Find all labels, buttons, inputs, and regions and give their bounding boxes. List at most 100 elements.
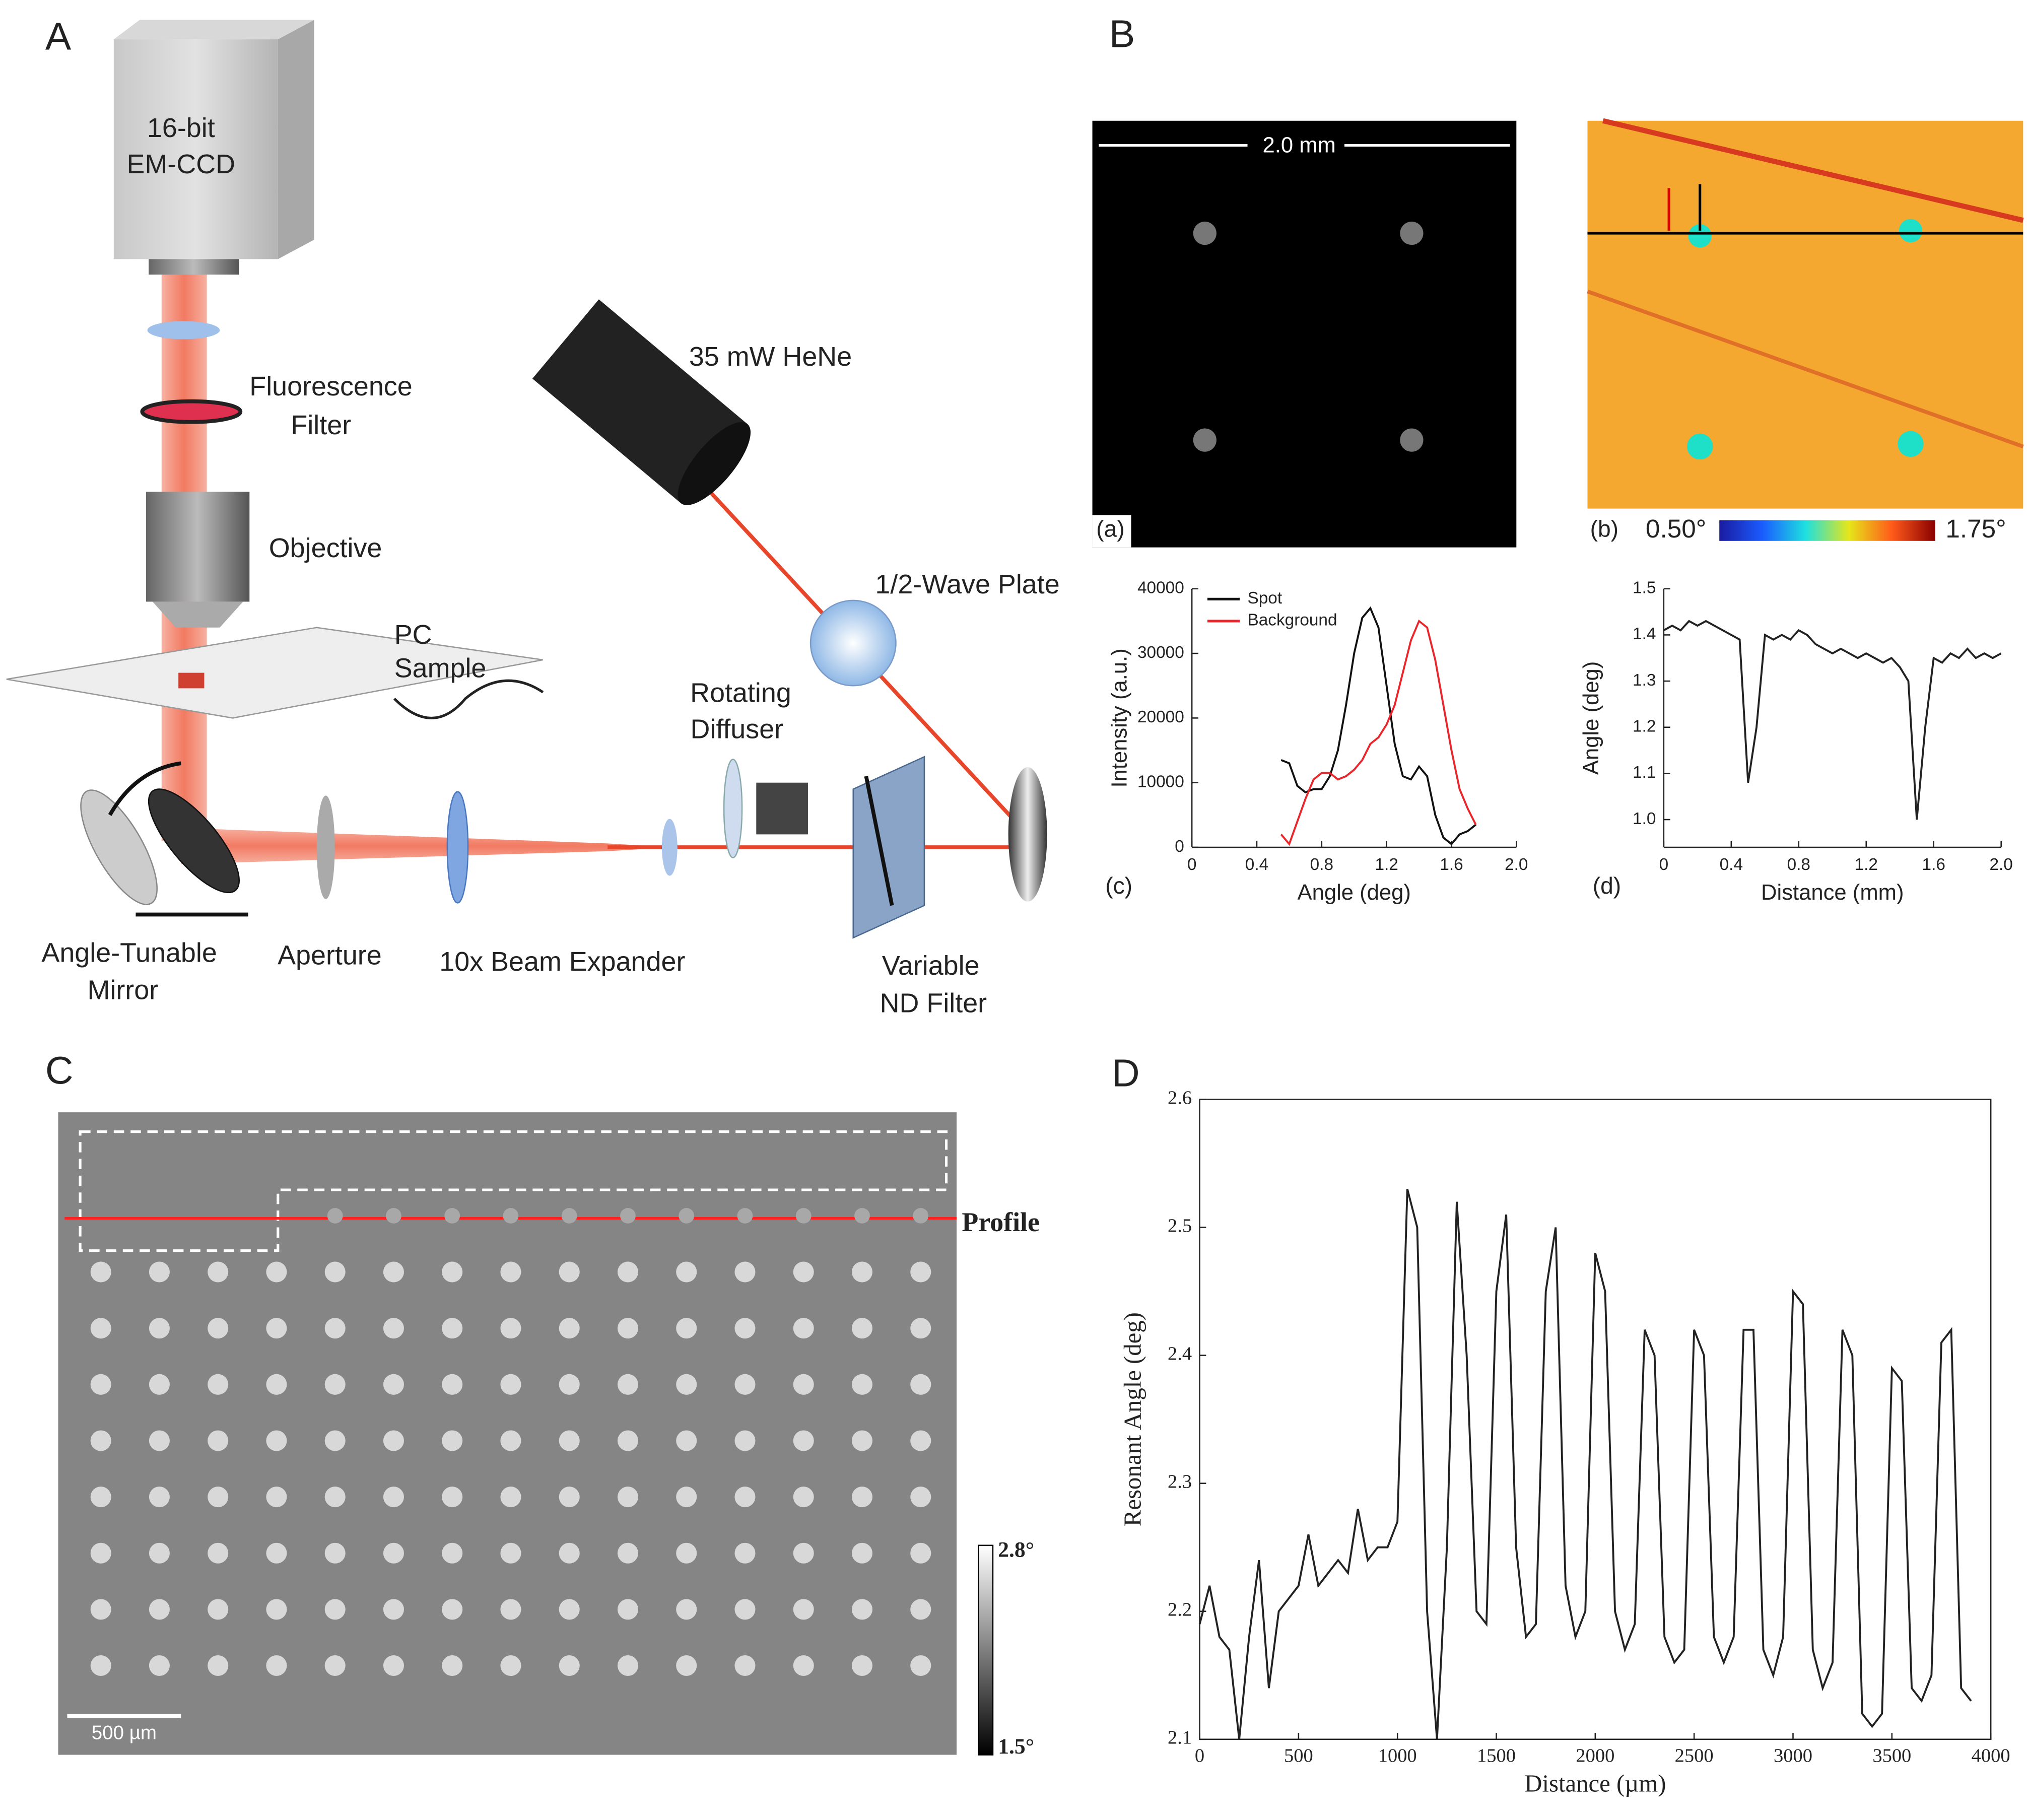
spot bbox=[851, 1542, 873, 1564]
spot bbox=[734, 1655, 756, 1676]
spot bbox=[266, 1430, 287, 1451]
spot bbox=[149, 1542, 170, 1564]
x-tick-label: 0.4 bbox=[1720, 855, 1743, 874]
sample-spots bbox=[178, 672, 205, 689]
spot bbox=[617, 1487, 638, 1508]
spot bbox=[90, 1318, 111, 1339]
spot bbox=[383, 1261, 404, 1283]
y-axis-label: Resonant Angle (deg) bbox=[1119, 1312, 1146, 1526]
image-a bbox=[1092, 120, 1517, 548]
spot bbox=[617, 1599, 638, 1620]
x-tick-label: 0.4 bbox=[1245, 855, 1268, 874]
spot bbox=[910, 1487, 931, 1508]
spot bbox=[910, 1542, 931, 1564]
spot bbox=[208, 1374, 229, 1395]
spot bbox=[559, 1655, 580, 1676]
diagram-label: 35 mW HeNe bbox=[689, 342, 852, 372]
spot bbox=[324, 1318, 346, 1339]
spot bbox=[851, 1430, 873, 1451]
spot bbox=[324, 1374, 346, 1395]
spot bbox=[1687, 433, 1713, 460]
spot bbox=[617, 1542, 638, 1564]
x-tick-label: 0.8 bbox=[1787, 855, 1810, 874]
diagram-label: Variable bbox=[882, 951, 980, 981]
x-tick-label: 2000 bbox=[1576, 1745, 1614, 1767]
diagram-label: ND Filter bbox=[880, 988, 987, 1018]
mirror bbox=[80, 789, 158, 905]
x-tick-label: 1.2 bbox=[1375, 855, 1398, 874]
spot bbox=[208, 1261, 229, 1283]
spot bbox=[851, 1599, 873, 1620]
spot bbox=[734, 1599, 756, 1620]
spot bbox=[500, 1599, 521, 1620]
data-line bbox=[1280, 606, 1476, 846]
diagram-label: Angle-Tunable bbox=[41, 937, 217, 968]
spot bbox=[617, 1261, 638, 1283]
spot bbox=[617, 1374, 638, 1395]
spot bbox=[1193, 428, 1217, 452]
spot bbox=[676, 1430, 697, 1451]
spot bbox=[910, 1261, 931, 1283]
motor bbox=[756, 782, 808, 835]
spot bbox=[266, 1374, 287, 1395]
x-tick-label: 0.8 bbox=[1310, 855, 1333, 874]
spot bbox=[442, 1318, 463, 1339]
x-tick-label: 500 bbox=[1284, 1745, 1313, 1767]
spot bbox=[793, 1655, 814, 1676]
spot bbox=[910, 1318, 931, 1339]
spot bbox=[617, 1430, 638, 1451]
expanded-beam bbox=[181, 828, 672, 864]
x-tick-label: 2500 bbox=[1675, 1745, 1714, 1767]
spot bbox=[208, 1318, 229, 1339]
colorbar-label: 0.50° bbox=[1646, 514, 1706, 543]
spot bbox=[149, 1655, 170, 1676]
image-label: (b) bbox=[1590, 515, 1618, 542]
x-tick-label: 1000 bbox=[1378, 1745, 1417, 1767]
spot bbox=[324, 1542, 346, 1564]
spot bbox=[913, 1208, 929, 1224]
wave-plate bbox=[809, 599, 897, 687]
spot bbox=[617, 1318, 638, 1339]
diagram-label: Filter bbox=[291, 410, 351, 440]
y-tick-label: 10000 bbox=[1137, 773, 1184, 791]
diagram-label: Fluorescence bbox=[249, 371, 412, 401]
spot bbox=[500, 1374, 521, 1395]
spot bbox=[1193, 221, 1217, 245]
spot bbox=[617, 1655, 638, 1676]
spot bbox=[324, 1599, 346, 1620]
x-tick-label: 0 bbox=[1195, 1745, 1204, 1767]
y-tick-label: 1.4 bbox=[1633, 625, 1656, 643]
spot bbox=[266, 1542, 287, 1564]
image-c bbox=[58, 1112, 994, 1756]
y-axis-label: Angle (deg) bbox=[1579, 661, 1603, 775]
spot bbox=[442, 1599, 463, 1620]
spot bbox=[559, 1430, 580, 1451]
mirror bbox=[148, 788, 240, 894]
y-tick-label: 20000 bbox=[1137, 708, 1184, 726]
y-tick-label: 30000 bbox=[1137, 643, 1184, 662]
scale-label: 500 µm bbox=[92, 1722, 157, 1744]
x-tick-label: 1500 bbox=[1477, 1745, 1516, 1767]
spot bbox=[383, 1487, 404, 1508]
y-tick-label: 2.2 bbox=[1168, 1599, 1192, 1621]
spot bbox=[559, 1487, 580, 1508]
spot bbox=[910, 1374, 931, 1395]
camera-top bbox=[113, 20, 314, 40]
legend-label: Background bbox=[1248, 611, 1337, 630]
colorbar bbox=[1719, 520, 1935, 541]
spot bbox=[266, 1599, 287, 1620]
rotation-arrow bbox=[108, 761, 181, 816]
chart-label: (d) bbox=[1593, 872, 1621, 899]
y-tick-label: 0 bbox=[1175, 837, 1184, 856]
x-tick-label: 1.6 bbox=[1440, 855, 1463, 874]
profile-label: Profile bbox=[962, 1207, 1040, 1237]
spot bbox=[383, 1542, 404, 1564]
spot bbox=[851, 1655, 873, 1676]
data-line bbox=[1280, 619, 1477, 846]
scratch bbox=[1587, 289, 2024, 449]
spot bbox=[559, 1542, 580, 1564]
spot bbox=[793, 1261, 814, 1283]
spot bbox=[442, 1430, 463, 1451]
